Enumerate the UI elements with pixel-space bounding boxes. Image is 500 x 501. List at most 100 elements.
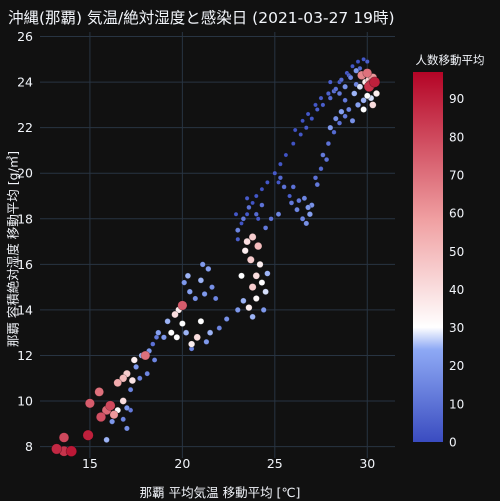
data-point — [209, 284, 215, 291]
y-axis-label: 那覇 容積絶対湿度 移動平均 [g/㎥] — [5, 150, 21, 348]
data-point — [197, 317, 205, 325]
data-point — [327, 124, 334, 131]
colorbar-tick-label: 80 — [449, 130, 464, 144]
data-point — [287, 193, 293, 199]
data-point — [203, 338, 210, 345]
data-point — [127, 386, 134, 393]
data-point — [254, 242, 263, 251]
data-point — [246, 204, 252, 211]
data-point — [345, 106, 352, 113]
data-point — [238, 272, 245, 280]
data-point — [216, 325, 223, 331]
data-point — [193, 333, 201, 342]
data-point — [199, 261, 206, 268]
data-point — [290, 141, 296, 146]
data-point — [327, 79, 333, 85]
data-point — [299, 215, 306, 222]
data-point — [136, 375, 143, 382]
colorbar-tick-label: 50 — [449, 245, 464, 259]
data-point — [205, 265, 212, 272]
colorbar-tick-label: 90 — [449, 92, 464, 106]
data-point — [241, 247, 249, 255]
data-point — [119, 397, 127, 405]
data-point — [201, 290, 208, 298]
data-point — [360, 97, 367, 104]
data-point — [320, 102, 326, 108]
data-point — [223, 316, 230, 322]
data-point — [58, 432, 70, 443]
data-point — [272, 170, 278, 176]
data-point — [268, 216, 274, 222]
data-point — [320, 152, 326, 158]
data-point — [327, 95, 333, 101]
data-point — [51, 443, 63, 455]
scatter-points — [51, 56, 381, 457]
data-point — [248, 283, 257, 292]
data-point — [252, 272, 261, 280]
data-point — [153, 334, 160, 341]
data-point — [372, 89, 381, 98]
data-point — [182, 329, 190, 336]
data-point — [260, 306, 267, 313]
data-point — [290, 184, 296, 190]
data-point — [239, 221, 244, 226]
data-point — [333, 86, 339, 92]
data-point — [151, 357, 158, 363]
data-point — [332, 115, 339, 122]
data-point — [233, 211, 239, 217]
data-point — [82, 429, 94, 441]
data-point — [353, 67, 360, 74]
data-point — [361, 56, 367, 62]
data-point — [350, 63, 355, 69]
data-point — [95, 411, 107, 423]
data-point — [318, 95, 324, 101]
data-point — [314, 181, 321, 188]
data-point — [150, 341, 156, 347]
data-point — [128, 376, 137, 385]
data-point — [256, 260, 264, 268]
x-tick-label: 15 — [82, 456, 98, 471]
data-point — [130, 356, 138, 364]
colorbar-ticks: 0 10 20 30 40 50 60 70 80 90 — [449, 92, 464, 449]
data-point — [349, 117, 356, 124]
data-point — [123, 404, 130, 411]
data-point — [259, 202, 265, 208]
data-point — [313, 102, 318, 108]
data-point — [288, 200, 295, 206]
data-point — [188, 340, 196, 348]
data-point — [235, 236, 241, 242]
data-point — [276, 179, 281, 185]
data-point — [294, 206, 300, 213]
data-point — [314, 107, 320, 112]
x-tick-label: 25 — [267, 456, 283, 471]
x-axis-label: 那覇 平均気温 移動平均 [℃] — [139, 485, 301, 500]
data-point — [105, 400, 116, 411]
data-point — [119, 374, 128, 383]
colorbar-title: 人数移動平均 — [415, 53, 485, 67]
data-point — [355, 59, 361, 64]
data-point — [192, 295, 199, 302]
data-point — [250, 200, 255, 206]
data-point — [181, 279, 188, 286]
data-point — [164, 318, 171, 325]
data-point — [318, 166, 324, 172]
chart-title: 沖縄(那覇) 気温/絶対湿度と感染日 (2021-03-27 19時) — [8, 9, 395, 27]
data-point — [253, 193, 259, 199]
data-point — [177, 300, 188, 311]
data-point — [186, 288, 193, 295]
data-point — [309, 116, 315, 122]
data-point — [262, 225, 269, 231]
data-point — [351, 90, 358, 97]
data-point — [259, 186, 265, 192]
data-point — [155, 329, 162, 336]
data-point — [252, 295, 260, 302]
data-point — [171, 310, 179, 319]
data-point — [123, 425, 130, 432]
data-point — [94, 387, 105, 397]
data-point — [240, 216, 247, 222]
data-point — [160, 334, 167, 341]
data-point — [245, 304, 253, 312]
colorbar-tick-label: 60 — [449, 207, 464, 221]
data-point — [246, 255, 255, 264]
